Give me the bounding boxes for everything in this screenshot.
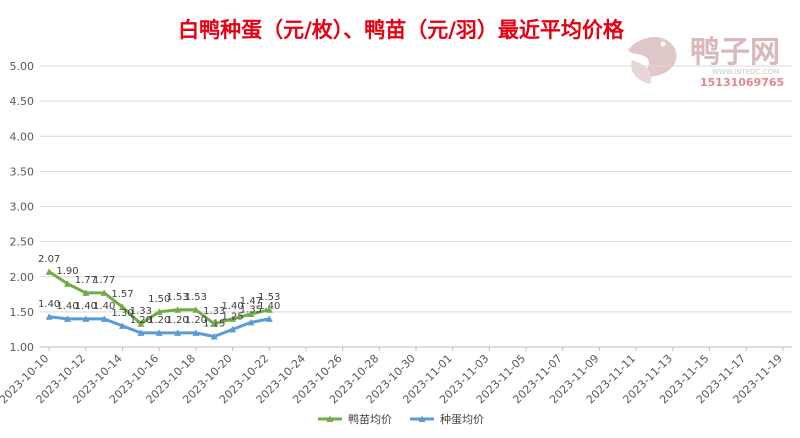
data-label: 1.53 [185,292,207,303]
data-label: 1.77 [93,275,115,286]
data-point [210,320,218,327]
data-point [155,308,163,315]
data-point [100,315,108,322]
watermark-logo: 鸭子网 WWW.INTEDC.COM 15131069765 [628,35,784,89]
data-label: 1.50 [148,294,170,305]
data-label: 1.30 [111,308,133,319]
watermark-site-name: 鸭子网 [690,35,780,70]
data-point [174,306,182,313]
data-point [64,280,71,287]
data-label: 1.20 [148,315,170,326]
data-point [229,325,237,333]
data-label: 1.40 [38,299,60,310]
data-label: 1.40 [93,301,115,312]
y-tick-label: 3.00 [10,201,35,214]
y-tick-label: 5.00 [10,60,35,73]
data-point [174,329,182,336]
data-label: 1.33 [203,306,225,317]
chart-title: 白鸭种蛋（元/枚）、鸭苗（元/羽）最近平均价格 [178,18,625,42]
data-point [137,320,145,327]
y-tick-label: 4.00 [10,130,35,143]
data-point [100,289,108,296]
legend-marker [326,415,334,422]
data-label: 1.15 [203,318,225,329]
y-tick-label: 2.50 [10,236,35,249]
y-tick-label: 1.00 [10,341,35,354]
data-point [247,318,255,326]
data-point [82,289,90,296]
data-label: 2.07 [38,254,60,265]
data-label: 1.40 [258,301,280,312]
data-label: 1.33 [130,306,152,317]
data-label: 1.47 [240,296,262,307]
series-lines [45,268,273,340]
y-tick-label: 1.50 [10,306,35,319]
data-point [119,322,126,329]
data-label: 1.40 [75,301,97,312]
data-label: 1.40 [221,301,243,312]
data-point [247,310,255,317]
y-tick-label: 2.00 [10,271,35,284]
y-axis-ticks: 1.00 1.50 2.00 2.50 3.00 3.50 4.00 4.50 5.00 [10,60,35,354]
legend: 鸭苗均价 种蛋均价 [318,412,484,426]
data-point [265,315,273,322]
data-point [229,315,237,322]
data-label: 1.25 [221,311,243,322]
y-tick-label: 3.50 [10,165,35,178]
data-label: 1.20 [166,315,188,326]
data-point [45,268,53,275]
data-label: 1.20 [185,315,207,326]
legend-label: 鸭苗均价 [348,413,392,426]
legend-label: 种蛋均价 [440,412,484,426]
legend-marker [418,415,426,422]
data-point [210,333,218,340]
data-point [64,315,71,322]
data-labels: 2.071.901.771.771.571.331.501.531.531.33… [38,254,280,330]
data-label: 1.90 [56,266,78,277]
data-point [45,313,53,320]
data-point [265,306,273,313]
data-point [82,315,90,322]
data-point [119,303,126,310]
watermark-url: WWW.INTEDC.COM [712,68,779,76]
data-label: 1.53 [166,292,188,303]
data-label: 1.57 [111,289,133,300]
data-point [192,329,200,336]
data-label: 1.40 [56,301,78,312]
data-label: 1.35 [240,304,262,315]
x-axis-ticks: 2023-10-102023-10-122023-10-142023-10-16… [0,347,785,406]
data-label: 1.20 [130,315,152,326]
duck-logo-icon [628,37,677,84]
data-label: 1.53 [258,292,280,303]
data-point [192,306,200,313]
watermark-phone: 15131069765 [700,76,784,89]
data-point [155,329,163,336]
y-tick-label: 4.50 [10,95,35,108]
data-point [137,329,145,336]
data-label: 1.77 [75,275,97,286]
